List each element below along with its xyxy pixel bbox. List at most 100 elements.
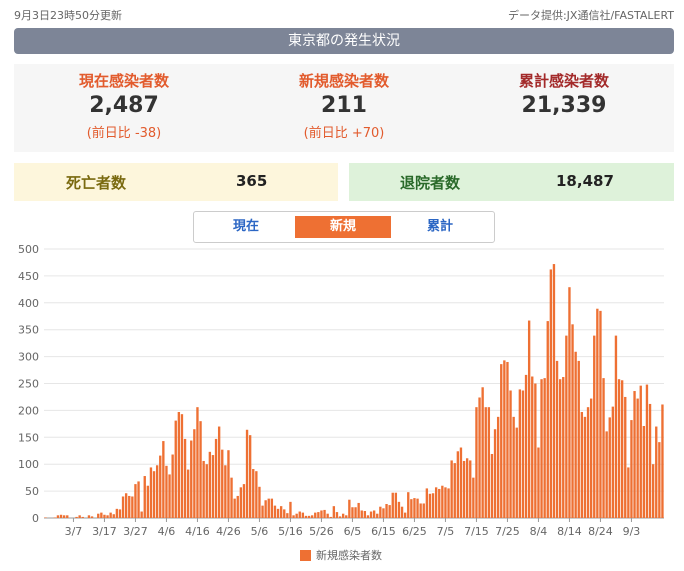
bar — [131, 496, 134, 518]
bar — [97, 513, 100, 518]
deaths-label: 死亡者数 — [66, 174, 127, 192]
discharged-box: 退院者数 18,487 — [349, 163, 674, 201]
bar — [642, 426, 646, 518]
bar — [329, 516, 332, 518]
bar — [434, 487, 438, 518]
bar — [630, 420, 633, 518]
bar — [593, 335, 596, 518]
bar — [568, 287, 571, 518]
x-tick-label: 5/6 — [251, 525, 269, 538]
x-tick-label: 3/27 — [123, 525, 148, 538]
bar — [509, 390, 512, 518]
bar — [453, 463, 456, 518]
x-tick-label: 7/5 — [437, 525, 455, 538]
bar — [128, 495, 131, 518]
bar — [338, 516, 342, 518]
bar — [103, 514, 106, 518]
bar — [75, 516, 78, 518]
bar — [382, 508, 385, 518]
bar — [199, 421, 202, 518]
bar — [636, 398, 639, 518]
bar — [655, 426, 658, 518]
tab-current[interactable]: 現在 — [232, 219, 259, 234]
bar — [400, 506, 404, 518]
bar — [422, 503, 425, 518]
bar — [217, 426, 221, 518]
bar — [273, 505, 277, 518]
bar — [149, 467, 153, 518]
x-tick-label: 3/17 — [92, 525, 117, 538]
x-tick-label: 8/24 — [588, 525, 613, 538]
bar — [323, 509, 326, 518]
y-tick-label: 400 — [18, 297, 39, 310]
bar — [534, 383, 537, 518]
bar — [314, 512, 317, 518]
bar — [645, 384, 649, 518]
bar — [376, 513, 379, 518]
bar — [651, 464, 655, 518]
bar — [357, 502, 360, 518]
bar — [661, 404, 664, 518]
bar — [162, 441, 165, 518]
bar — [490, 453, 494, 518]
tab-total[interactable]: 累計 — [426, 219, 453, 234]
bar — [267, 498, 270, 518]
x-tick-label: 9/3 — [623, 525, 641, 538]
bar — [543, 378, 546, 518]
bar — [521, 390, 525, 518]
bar — [214, 438, 218, 518]
bar — [155, 465, 159, 518]
bar — [221, 449, 224, 518]
y-tick-label: 150 — [18, 431, 39, 444]
bar — [611, 406, 615, 518]
tab-new[interactable]: 新規 — [295, 216, 391, 238]
bar — [614, 335, 618, 518]
bar — [227, 450, 230, 518]
bar — [524, 374, 528, 518]
bar — [481, 387, 484, 518]
bar — [602, 378, 605, 518]
bar — [100, 512, 103, 518]
bar — [493, 429, 497, 518]
bar — [527, 320, 531, 518]
bar — [252, 469, 255, 518]
bar — [351, 507, 354, 518]
bar — [469, 460, 472, 518]
bar — [177, 412, 181, 518]
bar — [53, 517, 57, 518]
y-tick-label: 200 — [18, 404, 39, 417]
bar — [261, 505, 264, 518]
x-tick-label: 6/15 — [371, 525, 396, 538]
bar — [388, 505, 391, 518]
bar — [292, 515, 295, 518]
bar — [121, 496, 125, 518]
bar — [81, 516, 84, 518]
deaths-box: 死亡者数 365 — [14, 163, 338, 201]
x-tick-label: 6/25 — [402, 525, 427, 538]
bar — [341, 513, 345, 518]
bar — [586, 407, 590, 518]
bar — [537, 447, 540, 518]
bar — [369, 511, 373, 518]
bar — [301, 512, 305, 518]
bar — [515, 427, 518, 518]
y-tick-label: 300 — [18, 351, 39, 364]
bar — [577, 360, 580, 518]
bar — [152, 471, 156, 518]
bar — [496, 416, 500, 518]
bar — [233, 498, 236, 518]
bar — [56, 515, 60, 518]
bar — [264, 500, 267, 518]
updated-time: 9月3日23時50分更新 — [14, 9, 122, 22]
data-source: データ提供:JX通信社/FASTALERT — [507, 9, 674, 22]
bar — [59, 514, 63, 518]
x-tick-label: 4/26 — [216, 525, 241, 538]
x-tick-label: 7/15 — [464, 525, 489, 538]
bar — [211, 455, 215, 518]
bar — [90, 516, 94, 518]
bar — [137, 481, 140, 518]
bar — [332, 506, 336, 518]
bar — [239, 487, 243, 518]
bar — [112, 514, 115, 518]
